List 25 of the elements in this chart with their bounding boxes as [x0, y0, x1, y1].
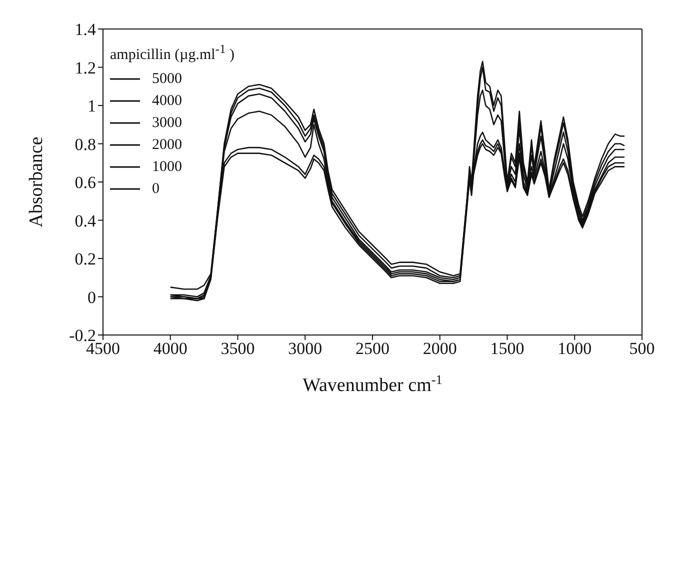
x-axis-title: Wavenumber cm$^{-1}$ [302, 372, 442, 396]
y-tick-label: 1.4 [74, 20, 96, 40]
x-tick-label: 1000 [558, 339, 592, 358]
y-axis-title: Absorbance [26, 136, 47, 228]
legend-label: 1000 [152, 158, 182, 176]
x-tick-label: 3500 [220, 339, 255, 358]
x-tick-label: 1500 [490, 339, 524, 358]
y-tick-label: 1 [88, 96, 96, 116]
y-tick-label: 0.8 [74, 134, 96, 154]
x-tick-label: 2000 [422, 339, 457, 358]
y-tick-label: 0.2 [74, 250, 96, 269]
x-tick-label: 500 [629, 339, 655, 358]
legend-label: 0 [152, 180, 160, 198]
y-tick-label: 0 [88, 288, 96, 307]
x-tick-label: 2500 [356, 339, 390, 358]
legend-title: ampicillin (µg.ml$^{-1}$ ) [110, 42, 234, 64]
y-tick-label: 0.6 [74, 173, 96, 192]
legend-label: 2000 [152, 136, 182, 154]
y-tick-label: 1.2 [74, 58, 96, 78]
x-tick-label: 3000 [288, 339, 322, 358]
x-tick-label: 4000 [153, 339, 188, 358]
legend-label: 5000 [152, 70, 182, 88]
legend-label: 4000 [152, 92, 182, 110]
y-tick-label: 0.4 [74, 211, 96, 230]
legend-label: 3000 [152, 114, 182, 132]
